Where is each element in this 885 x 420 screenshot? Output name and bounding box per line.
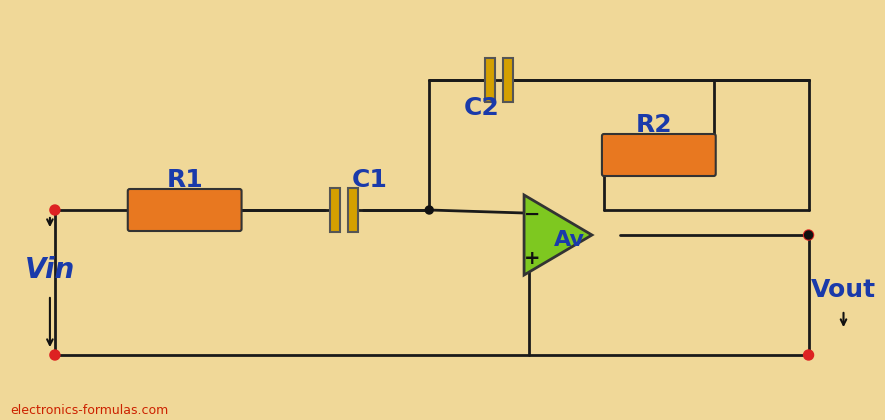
Bar	[349, 188, 358, 232]
Text: −: −	[524, 205, 540, 223]
Text: R2: R2	[635, 113, 672, 137]
Circle shape	[804, 350, 813, 360]
Text: electronics-formulas.com: electronics-formulas.com	[10, 404, 168, 417]
Bar	[330, 188, 341, 232]
Polygon shape	[524, 195, 592, 275]
Circle shape	[804, 230, 813, 240]
Text: Vin: Vin	[25, 256, 75, 284]
Text: C1: C1	[351, 168, 388, 192]
Text: Vout: Vout	[811, 278, 876, 302]
Bar	[503, 58, 513, 102]
Bar	[485, 58, 495, 102]
Circle shape	[804, 231, 812, 239]
FancyBboxPatch shape	[602, 134, 716, 176]
Text: R1: R1	[166, 168, 203, 192]
Text: Av: Av	[553, 230, 584, 250]
Text: +: +	[524, 249, 541, 268]
FancyBboxPatch shape	[127, 189, 242, 231]
Circle shape	[50, 350, 60, 360]
Text: C2: C2	[463, 96, 499, 120]
Circle shape	[426, 206, 434, 214]
Circle shape	[50, 205, 60, 215]
